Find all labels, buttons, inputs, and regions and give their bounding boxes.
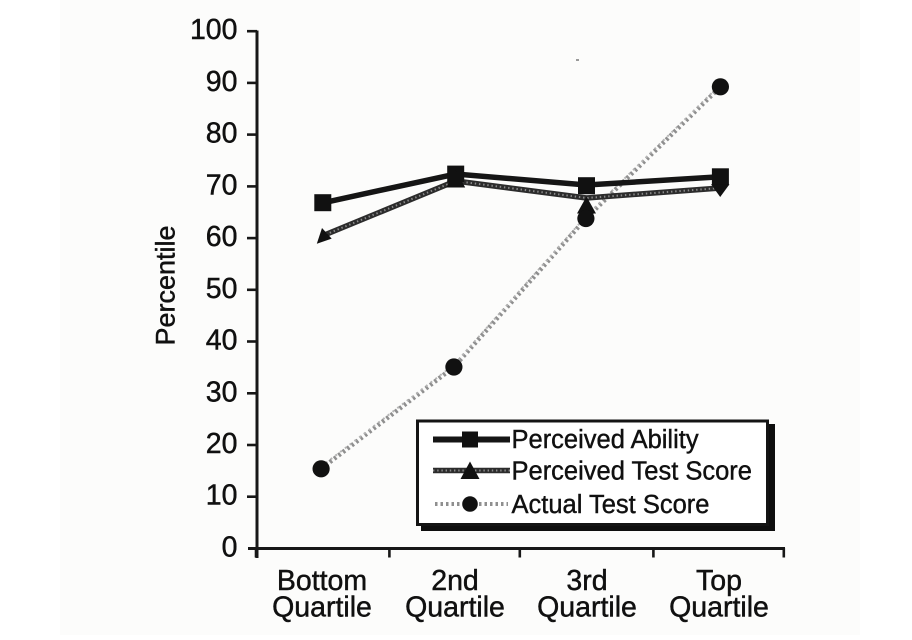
svg-text:Quartile: Quartile [272,592,372,624]
svg-text:3rd: 3rd [566,565,607,597]
svg-text:100: 100 [190,14,238,46]
svg-text:60: 60 [206,221,238,253]
svg-text:Top: Top [696,565,742,597]
svg-text:Quartile: Quartile [669,592,769,624]
svg-text:Bottom: Bottom [277,565,367,597]
svg-text:40: 40 [206,325,238,357]
svg-text:Actual Test Score: Actual Test Score [512,491,710,519]
svg-text:Perceived Test Score: Perceived Test Score [512,457,752,485]
svg-text:Quartile: Quartile [537,592,637,624]
svg-text:0: 0 [222,531,238,563]
svg-text:2nd: 2nd [431,565,479,597]
svg-text:70: 70 [206,169,238,201]
svg-text:30: 30 [206,376,238,408]
svg-text:Percentile: Percentile [151,225,181,345]
svg-text:Perceived Ability: Perceived Ability [512,426,699,454]
svg-text:10: 10 [206,480,238,512]
svg-text:90: 90 [206,66,238,98]
svg-text:20: 20 [206,428,238,460]
svg-text:50: 50 [206,273,238,305]
svg-text:Quartile: Quartile [405,592,505,624]
svg-text:80: 80 [206,118,238,150]
